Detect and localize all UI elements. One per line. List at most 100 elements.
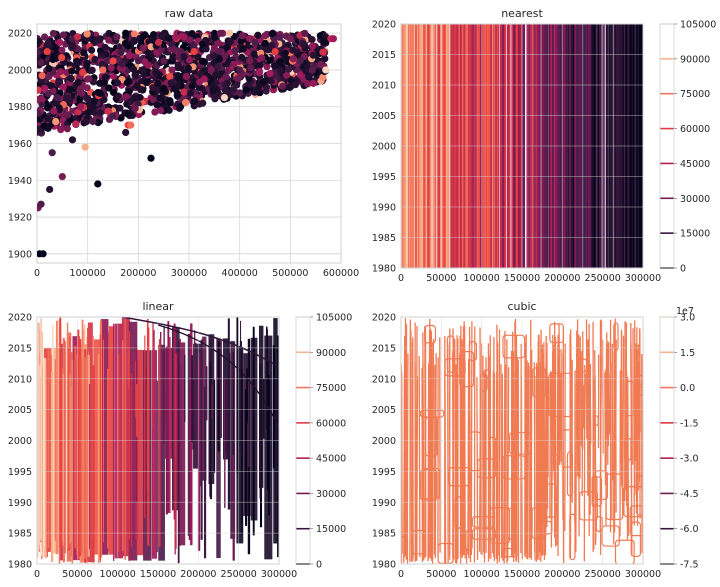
scatter-point (276, 57, 284, 66)
linear-contour-lines (37, 317, 279, 564)
scatter-point (72, 120, 80, 128)
contour-loop (460, 546, 468, 564)
scatter-point (188, 82, 196, 90)
scatter-point (59, 31, 68, 39)
scatter-point (254, 31, 262, 39)
scatter-point (45, 65, 53, 73)
scatter-point (156, 106, 165, 115)
colorbar-tick-label: -7.5 (680, 560, 699, 571)
scatter-point (124, 110, 132, 118)
scatter-point (44, 124, 52, 132)
contour-band (87, 322, 93, 563)
scatter-point (90, 97, 98, 105)
scatter-point (153, 101, 161, 109)
x-tick-label: 600000 (323, 268, 359, 279)
colorbar-tick-label: -6.0 (680, 524, 699, 535)
scatter-point (143, 78, 151, 86)
scatter-point (117, 114, 125, 122)
colorbar-tick-label: 0 (316, 560, 322, 571)
y-tick-label: 2000 (372, 142, 396, 153)
scatter-point (113, 33, 121, 41)
scatter-point (222, 81, 230, 89)
scatter-point (94, 119, 102, 127)
scatter-point (139, 32, 147, 41)
scatter-point (73, 33, 82, 41)
contour-loop (623, 486, 643, 518)
contour-line (403, 335, 406, 563)
x-tick-label: 100000 (464, 273, 500, 284)
contour-line (405, 344, 408, 555)
scatter-point (124, 42, 132, 50)
x-tick-label: 300000 (625, 569, 661, 580)
scatter-point (38, 72, 46, 80)
scatter-point (185, 56, 194, 64)
colorbar-tick-label: 0 (680, 264, 686, 275)
contour-loop (569, 513, 576, 561)
scatter-point (321, 55, 329, 63)
scatter-point (64, 111, 72, 119)
x-tick-label: 300000 (261, 569, 297, 580)
scatter-point (118, 60, 126, 68)
y-tick-label: 1980 (8, 560, 32, 571)
scatter-point (242, 86, 250, 94)
y-tick-label: 1990 (8, 498, 32, 509)
y-tick-label: 1985 (8, 529, 32, 540)
scatter-point (222, 73, 230, 81)
colorbar-tick-label: 30000 (680, 194, 710, 205)
contour-loop (593, 415, 599, 427)
scatter-point (84, 75, 92, 83)
contour-line (539, 361, 542, 562)
contour-line (633, 320, 636, 526)
contour-loop (501, 547, 518, 558)
contour-band (236, 347, 244, 544)
contour-loop (601, 525, 620, 547)
scatter-point (78, 89, 86, 98)
scatter-point (37, 109, 42, 117)
scatter-point (122, 128, 130, 137)
scatter-point (305, 72, 313, 80)
scatter-point (298, 39, 307, 48)
contour-line (533, 362, 536, 561)
y-tick-label: 1985 (372, 529, 396, 540)
scatter-point (309, 79, 317, 87)
cubic-contour-lines (401, 318, 643, 564)
contour-loop (489, 506, 511, 544)
scatter-point (151, 69, 160, 77)
scatter-point (285, 65, 293, 73)
scatter-point (40, 33, 49, 41)
scatter-point (266, 70, 274, 78)
nearest-title: nearest (501, 7, 543, 20)
colorbar-tick-label: 45000 (680, 159, 710, 170)
y-tick-label: 1995 (372, 467, 396, 478)
scatter-point (261, 39, 269, 48)
scatter-point (80, 49, 88, 57)
scatter-point (167, 79, 175, 87)
contour-loop (577, 358, 588, 373)
scatter-point (109, 57, 117, 65)
contour-loop (548, 372, 573, 418)
scatter-point (197, 70, 205, 78)
scatter-point (139, 44, 147, 52)
y-tick-label: 2015 (372, 50, 396, 61)
y-tick-label: 1900 (8, 249, 32, 260)
scatter-point (101, 43, 109, 51)
scatter-point (104, 107, 112, 115)
scatter-point (308, 42, 317, 50)
x-tick-label: 400000 (222, 268, 258, 279)
scatter-point (231, 46, 239, 55)
scatter-point (87, 46, 96, 54)
y-tick-label: 2010 (8, 374, 32, 385)
scatter-point (239, 45, 247, 53)
scatter-point (83, 30, 91, 38)
y-tick-label: 1980 (372, 560, 396, 571)
y-tick-label: 1995 (8, 467, 32, 478)
colorbar-tick-label: 1.5 (680, 348, 695, 359)
scatter-point (76, 102, 85, 111)
scatter-point (65, 85, 73, 93)
scatter-point (141, 58, 149, 66)
contour-line (594, 350, 597, 545)
contour-line (527, 362, 530, 560)
contour-loop (629, 505, 643, 537)
scatter-point (261, 32, 269, 40)
